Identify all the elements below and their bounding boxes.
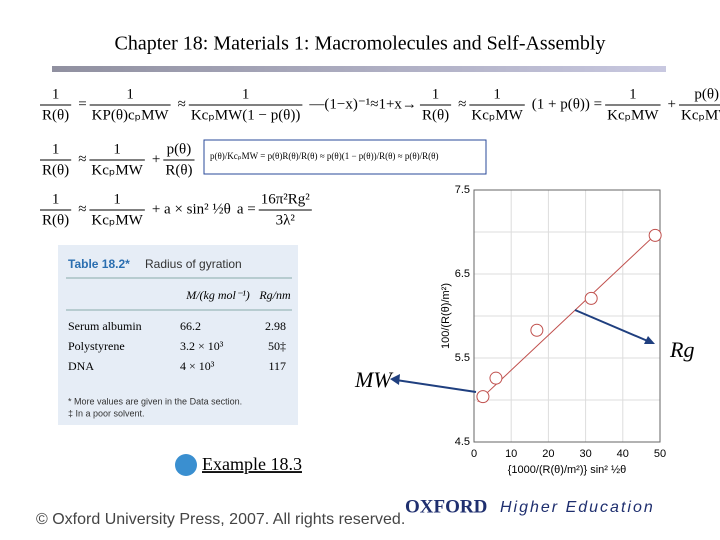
- table-cell: 66.2: [180, 319, 201, 333]
- y-tick-label: 7.5: [455, 184, 470, 196]
- table-cell: DNA: [68, 359, 94, 373]
- y-tick-label: 4.5: [455, 436, 470, 448]
- denominator: KcₚMW: [607, 107, 659, 123]
- table-panel: [58, 245, 298, 425]
- data-point: [476, 390, 490, 404]
- equation-text: ≈: [78, 201, 86, 217]
- equation-box: [203, 139, 487, 175]
- denominator: KcₚMW: [91, 212, 143, 228]
- numerator: 1: [52, 141, 60, 157]
- title-rule: [52, 66, 666, 72]
- denominator: R(θ): [42, 162, 69, 178]
- data-point: [584, 291, 598, 305]
- boxed-equation: p(θ)/KcₚMW = p(θ)R(θ)/R(θ) ≈ p(θ)(1 − p(…: [210, 151, 438, 161]
- denominator: 3λ²: [276, 212, 296, 228]
- numerator: 1: [126, 86, 134, 102]
- denominator: KP(θ)cₚMW: [92, 107, 170, 123]
- x-tick-label: 0: [471, 448, 477, 460]
- numerator: 1: [113, 191, 121, 207]
- y-tick-label: 6.5: [455, 268, 470, 280]
- x-tick-label: 30: [579, 448, 591, 460]
- table-cell: 117: [268, 359, 286, 373]
- slide-title: Chapter 18: Materials 1: Macromolecules …: [115, 33, 606, 55]
- numerator: p(θ): [694, 86, 719, 102]
- annotation: MW: [354, 367, 393, 392]
- table-caption: Radius of gyration: [145, 257, 242, 271]
- numerator: 1: [242, 86, 250, 102]
- y-tick-label: 5.5: [455, 352, 470, 364]
- table-cell: 50‡: [268, 339, 286, 353]
- equation-text: ≈: [178, 96, 186, 112]
- numerator: p(θ): [167, 141, 192, 157]
- equation-text: ≈: [78, 151, 86, 167]
- denominator: KcₚMW: [681, 107, 720, 123]
- denominator: R(θ): [422, 107, 449, 123]
- link-icon[interactable]: [175, 454, 197, 476]
- table-cell: Polystyrene: [68, 339, 125, 353]
- numerator: 1: [629, 86, 637, 102]
- denominator: KcₚMW(1 − p(θ)): [191, 107, 301, 123]
- annotation: Rg: [669, 337, 694, 362]
- arrow: [574, 309, 651, 343]
- equations: 1 R(θ) = 1 KP(θ)cₚMW ≈1 KcₚMW(1 − p(θ)) —(1−x)⁻…: [40, 86, 720, 228]
- equation-text: +: [152, 151, 160, 167]
- equation-text: (1 + p(θ)) =: [532, 96, 602, 112]
- numerator: 1: [52, 86, 60, 102]
- numerator: 1: [113, 141, 121, 157]
- denominator: KcₚMW: [471, 107, 523, 123]
- numerator: 1: [432, 86, 440, 102]
- plot-frame: [473, 189, 661, 443]
- copyright: © Oxford University Press, 2007. All rig…: [36, 511, 405, 528]
- denominator: R(θ): [42, 107, 69, 123]
- arrow: [395, 379, 477, 393]
- chart: 0 10 20 30 40 50 4.5 5.5 6.5 7.5 {1000/(R(θ)/m²)} …: [440, 184, 666, 476]
- denominator: R(θ): [165, 162, 192, 178]
- equation-text: —(1−x)⁻¹≈1+x→: [308, 96, 417, 112]
- equation-text: ≈: [458, 96, 466, 112]
- arrow-head: [644, 336, 655, 344]
- division: Higher Education: [500, 499, 655, 516]
- x-tick-label: 50: [654, 448, 666, 460]
- y-axis-label: 100/(R(θ)/m²): [440, 283, 452, 349]
- numerator: 16π²Rg²: [261, 191, 311, 207]
- data-point: [530, 323, 544, 337]
- table-note: * More values are given in the Data sect…: [68, 396, 242, 406]
- table-cell: Serum albumin: [68, 319, 142, 333]
- arrow-head: [390, 374, 400, 385]
- table-header: Rg/nm: [258, 288, 291, 302]
- data-point: [489, 371, 503, 385]
- equation-text: a =: [237, 201, 256, 217]
- x-axis-label: {1000/(R(θ)/m²)} sin² ½θ: [508, 464, 627, 476]
- table-header: M/(kg mol⁻¹): [185, 288, 250, 302]
- equation-text: =: [78, 96, 86, 112]
- equation-text: +: [668, 96, 676, 112]
- denominator: KcₚMW: [91, 162, 143, 178]
- x-tick-label: 20: [542, 448, 554, 460]
- table-body: Serum albumin 66.2 2.98 Polystyrene 3.2 × 10…: [68, 319, 286, 373]
- table-cell: 4 × 10³: [180, 359, 215, 373]
- brand: OXFORD: [405, 496, 487, 517]
- data-point: [648, 228, 662, 242]
- numerator: 1: [52, 191, 60, 207]
- x-tick-label: 10: [505, 448, 517, 460]
- table-cell: 2.98: [265, 319, 286, 333]
- table-note: ‡ In a poor solvent.: [68, 408, 145, 418]
- denominator: R(θ): [42, 212, 69, 228]
- fit-line: [477, 229, 661, 403]
- numerator: 1: [493, 86, 501, 102]
- x-tick-label: 40: [617, 448, 629, 460]
- equation-text: + a × sin² ½θ: [152, 201, 231, 217]
- table-cell: 3.2 × 10³: [180, 339, 224, 353]
- example-link[interactable]: Example 18.3: [202, 454, 302, 474]
- table-title: Table 18.2*: [68, 257, 130, 271]
